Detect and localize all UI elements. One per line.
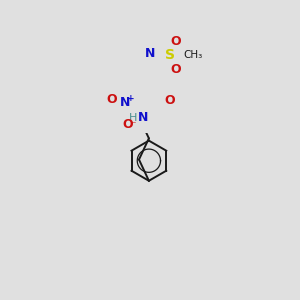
- Text: N: N: [138, 111, 148, 124]
- Text: H: H: [129, 113, 138, 123]
- Text: CH₃: CH₃: [184, 50, 203, 60]
- Text: O: O: [170, 63, 181, 76]
- Text: N: N: [120, 96, 131, 109]
- Text: O: O: [164, 94, 175, 107]
- Text: ⁻: ⁻: [130, 120, 136, 130]
- Text: O: O: [170, 35, 181, 48]
- Text: N: N: [145, 47, 155, 60]
- Text: O: O: [122, 118, 133, 131]
- Text: +: +: [127, 94, 134, 103]
- Text: O: O: [106, 93, 117, 106]
- Text: S: S: [165, 48, 175, 62]
